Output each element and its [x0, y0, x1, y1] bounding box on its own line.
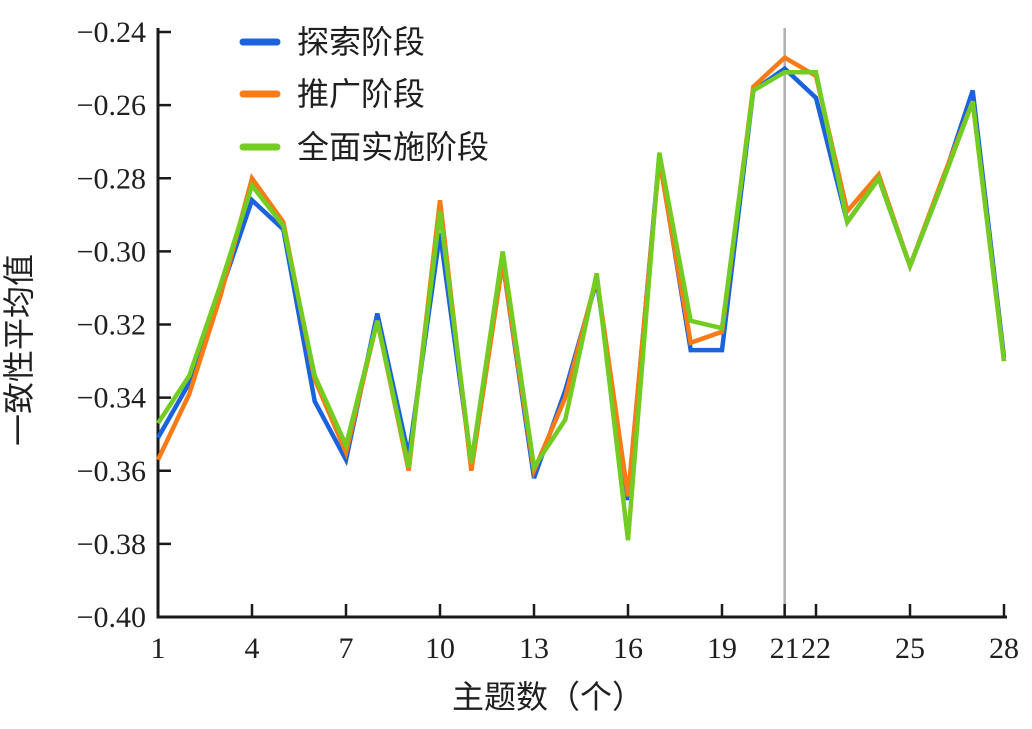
x-tick-label: 16	[613, 632, 643, 665]
x-tick-label: 7	[339, 632, 354, 665]
y-axis-title: 一致性平均值	[1, 254, 37, 446]
x-tick-label: 10	[425, 632, 455, 665]
series-line-0	[156, 65, 1007, 501]
x-tick-label: 22	[801, 632, 831, 665]
tick-labels-layer: −0.40 −0.38 −0.36 −0.34 −0.32 −0.30 −0.28 −0.26…	[77, 16, 1019, 665]
x-axis-title: 主题数（个）	[452, 679, 644, 715]
y-tick-label: −0.32	[77, 309, 146, 342]
axes-layer	[156, 28, 1007, 619]
legend-label-full-implementation-phase: 全面实施阶段	[297, 129, 489, 165]
x-tick-label: 28	[989, 632, 1019, 665]
legend-item-promotion-phase: 推广阶段	[239, 76, 425, 112]
y-tick-label: −0.36	[77, 455, 146, 488]
legend: 探索阶段 推广阶段 全面实施阶段	[239, 24, 489, 165]
x-tick-label: 4	[245, 632, 260, 665]
y-tick-label: −0.40	[77, 601, 146, 634]
y-tick-label: −0.24	[77, 16, 146, 49]
x-tick-label: 1	[151, 632, 166, 665]
legend-item-full-implementation-phase: 全面实施阶段	[239, 129, 489, 165]
y-tick-label: −0.28	[77, 162, 146, 195]
legend-item-exploration-phase: 探索阶段	[239, 24, 425, 60]
x-tick-label: 19	[707, 632, 737, 665]
x-tick-label: 21	[770, 632, 800, 665]
y-tick-label: −0.26	[77, 89, 146, 122]
y-tick-label: −0.38	[77, 528, 146, 561]
y-tick-label: −0.34	[77, 382, 146, 415]
legend-label-promotion-phase: 推广阶段	[297, 76, 425, 112]
series-line-1	[155, 54, 1007, 497]
tick-marks-layer	[156, 30, 1006, 619]
series-line-2	[156, 69, 1007, 541]
x-tick-label: 25	[895, 632, 925, 665]
legend-label-exploration-phase: 探索阶段	[297, 24, 425, 60]
data-series-layer	[155, 54, 1007, 541]
y-tick-label: −0.30	[77, 235, 146, 268]
x-tick-label: 13	[519, 632, 549, 665]
